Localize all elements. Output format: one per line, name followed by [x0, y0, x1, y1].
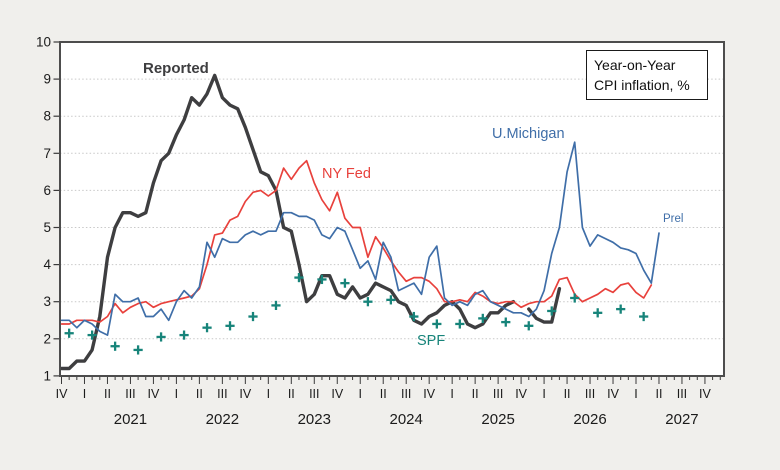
- series-umich-line: [60, 141, 660, 336]
- spf-cross: [524, 321, 534, 331]
- year-label: 2022: [206, 411, 239, 428]
- spf-cross: [501, 317, 511, 327]
- plot-frame: [59, 41, 725, 377]
- y-tick-label: 6: [43, 183, 51, 198]
- spf-cross: [570, 293, 580, 303]
- y-tick-label: 3: [43, 294, 51, 309]
- series-label-spf: SPF: [417, 333, 446, 349]
- quarter-label: IV: [607, 387, 619, 401]
- quarter-label: I: [450, 387, 453, 401]
- quarter-label: III: [125, 387, 135, 401]
- y-tick-label: 10: [36, 35, 51, 50]
- quarter-label: II: [564, 387, 571, 401]
- y-tick-label: 2: [43, 331, 51, 346]
- y-tick-label: 9: [43, 72, 51, 87]
- quarter-label: II: [380, 387, 387, 401]
- quarter-label: I: [83, 387, 86, 401]
- legend-box: Year-on-Year CPI inflation, %: [586, 50, 708, 100]
- year-label: 2026: [573, 411, 606, 428]
- quarter-label: IV: [148, 387, 160, 401]
- spf-cross: [639, 311, 649, 322]
- quarter-label: III: [585, 387, 595, 401]
- quarter-label: II: [288, 387, 295, 401]
- spf-cross: [409, 311, 419, 322]
- spf-cross: [363, 297, 373, 307]
- quarter-label: III: [309, 387, 319, 401]
- quarter-label: II: [472, 387, 479, 401]
- quarter-label: III: [217, 387, 227, 401]
- spf-cross: [64, 328, 74, 338]
- year-label: 2027: [665, 411, 698, 428]
- spf-cross: [340, 278, 350, 288]
- spf-cross: [616, 304, 626, 314]
- spf-cross: [455, 319, 465, 329]
- spf-cross: [248, 311, 258, 322]
- year-label: 2021: [114, 411, 147, 428]
- spf-cross: [225, 321, 235, 331]
- spf-cross: [478, 313, 488, 323]
- series-nyfed-line: [60, 159, 653, 325]
- annotation-prel: Prel: [663, 213, 684, 225]
- spf-cross: [133, 345, 143, 355]
- quarter-label: I: [267, 387, 270, 401]
- spf-cross: [271, 300, 281, 311]
- quarter-label: IV: [699, 387, 711, 401]
- series-layer: [60, 73, 660, 371]
- spf-cross: [202, 323, 212, 333]
- spf-cross: [386, 295, 396, 305]
- quarter-label: III: [493, 387, 503, 401]
- quarter-label: IV: [239, 387, 251, 401]
- quarter-label: IV: [56, 387, 68, 401]
- series-label-reported: Reported: [143, 60, 209, 77]
- quarter-label: I: [175, 387, 178, 401]
- series-label-umichigan: U.Michigan: [492, 126, 565, 142]
- spf-cross: [547, 306, 557, 316]
- spf-cross: [432, 319, 442, 329]
- spf-cross: [110, 341, 120, 351]
- spf-cross: [179, 330, 189, 340]
- quarter-label: I: [358, 387, 361, 401]
- series-label-nyfed: NY Fed: [322, 166, 371, 182]
- quarter-label: III: [401, 387, 411, 401]
- quarter-label: II: [196, 387, 203, 401]
- y-tick-label: 4: [43, 257, 51, 272]
- spf-cross: [294, 272, 304, 283]
- y-tick-label: 8: [43, 109, 51, 124]
- quarter-label: IV: [515, 387, 527, 401]
- spf-cross: [156, 332, 166, 342]
- quarter-label: IV: [331, 387, 343, 401]
- quarter-label: II: [104, 387, 111, 401]
- legend-line-1: Year-on-Year: [594, 57, 676, 73]
- year-label: 2025: [481, 411, 514, 428]
- quarter-label: IV: [423, 387, 435, 401]
- year-label: 2024: [390, 411, 423, 428]
- quarter-label: I: [542, 387, 545, 401]
- spf-cross: [593, 308, 603, 318]
- quarter-label: I: [634, 387, 637, 401]
- quarter-label: III: [677, 387, 687, 401]
- y-tick-label: 5: [43, 220, 51, 235]
- series-reported-line: [60, 73, 516, 371]
- year-label: 2023: [298, 411, 331, 428]
- legend-line-2: CPI inflation, %: [594, 77, 690, 93]
- quarter-label: II: [656, 387, 663, 401]
- y-tick-label: 7: [43, 146, 51, 161]
- y-tick-label: 1: [43, 368, 51, 383]
- spf-cross: [317, 274, 327, 285]
- spf-cross: [87, 330, 97, 340]
